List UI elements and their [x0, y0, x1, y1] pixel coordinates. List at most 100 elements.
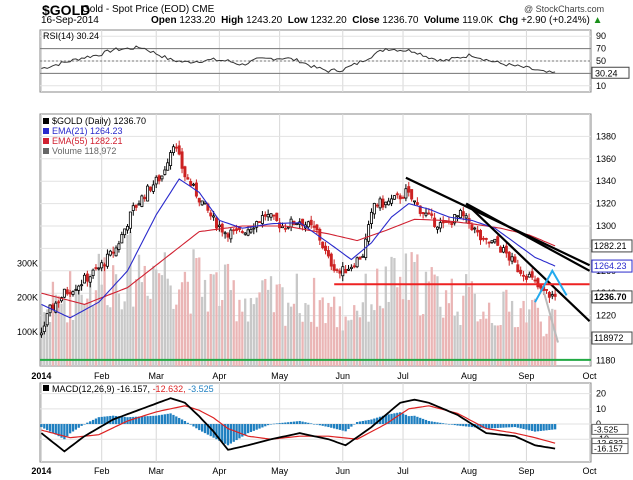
volume-bar — [499, 324, 502, 366]
price-legend-item: Volume 118,972 — [52, 146, 116, 156]
candle-body — [427, 212, 431, 215]
candle-body — [510, 256, 514, 262]
candle-body — [157, 175, 161, 182]
macd-histogram-bar — [183, 420, 187, 425]
volume-bar — [106, 305, 109, 366]
macd-histogram-bar — [499, 424, 502, 428]
volume-bar — [344, 316, 347, 366]
volume-bar — [54, 294, 57, 366]
candle-body — [186, 177, 190, 180]
volume-bar — [416, 254, 419, 366]
macd-histogram-bar — [436, 422, 439, 425]
candle-body — [209, 212, 213, 217]
candle-body — [226, 233, 230, 238]
volume-bar — [413, 261, 416, 366]
macd-histogram-bar — [198, 424, 201, 431]
candle-body — [120, 234, 124, 244]
price-month-label: May — [271, 371, 289, 381]
volume-bar — [155, 269, 158, 366]
macd-histogram-bar — [83, 424, 86, 425]
volume-bar — [536, 307, 540, 366]
rsi-tick-label: 90 — [596, 31, 606, 41]
volume-bar — [312, 277, 316, 366]
candle-body — [306, 221, 310, 228]
volume-bar — [465, 274, 468, 366]
macd-histogram-bar — [218, 424, 221, 441]
volume-bar — [223, 264, 227, 366]
macd-histogram-bar — [358, 421, 362, 425]
macd-value-label: -3.525 — [594, 424, 618, 434]
macd-histogram-bar — [493, 424, 497, 429]
macd-month-label: May — [271, 466, 289, 476]
price-month-label: Jul — [397, 371, 409, 381]
candle-body — [424, 212, 428, 216]
candle-body — [240, 231, 244, 233]
candle-body — [301, 218, 305, 227]
volume-bar — [157, 273, 161, 366]
candle-body — [117, 243, 121, 250]
volume-bar — [419, 315, 422, 366]
volume-bar — [103, 257, 106, 366]
volume-bar — [502, 291, 505, 366]
candle-body — [470, 224, 474, 230]
candle-body — [395, 193, 399, 196]
macd-histogram-bar — [46, 424, 49, 431]
volume-bar — [539, 321, 542, 366]
volume-bar — [462, 295, 465, 366]
candle-body — [286, 226, 290, 229]
macd-histogram-bar — [465, 424, 468, 427]
candle-body — [504, 245, 508, 254]
volume-bar — [318, 300, 321, 366]
macd-histogram-bar — [384, 414, 387, 425]
macd-histogram-bar — [528, 424, 531, 431]
candle-body — [372, 202, 376, 215]
volume-bar — [433, 274, 436, 366]
macd-legend-swatch — [43, 385, 49, 391]
volume-bar — [315, 326, 319, 366]
candle-body — [85, 273, 89, 282]
ticker-symbol: $GOLD — [42, 2, 91, 18]
candle-body — [174, 146, 178, 149]
candle-body — [229, 229, 233, 240]
macd-histogram-bar — [86, 422, 89, 425]
macd-histogram-bar — [536, 424, 540, 432]
macd-histogram-bar — [456, 424, 459, 426]
macd-histogram-bar — [63, 424, 66, 440]
macd-histogram-bar — [416, 416, 419, 425]
volume-bar — [513, 327, 517, 366]
volume-bar — [186, 281, 189, 366]
candle-body — [519, 269, 523, 274]
volume-bar — [180, 282, 184, 366]
macd-histogram-bar — [341, 424, 344, 431]
volume-bar — [86, 298, 89, 366]
candle-body — [461, 211, 465, 217]
macd-histogram-bar — [163, 414, 166, 425]
candle-body — [326, 250, 330, 257]
candle-body — [143, 196, 147, 200]
volume-bar — [510, 300, 514, 366]
candle-body — [80, 284, 84, 287]
candle-body — [401, 197, 405, 199]
volume-bar — [267, 289, 270, 366]
macd-histogram-bar — [353, 424, 356, 425]
volume-bar — [347, 320, 350, 366]
volume-bar — [410, 252, 413, 366]
candle-body — [192, 183, 196, 186]
volume-bar — [401, 299, 405, 366]
candle-body — [410, 189, 414, 200]
candle-body — [335, 269, 339, 272]
volume-bar — [450, 278, 453, 366]
volume-bar — [361, 302, 364, 366]
volume-bar — [485, 318, 488, 366]
candle-body — [62, 288, 66, 298]
macd-histogram-bar — [551, 424, 554, 430]
volume-bar — [146, 295, 149, 366]
volume-bar — [203, 279, 207, 366]
candle-body — [77, 285, 81, 291]
macd-histogram-bar — [513, 424, 517, 428]
volume-bar — [120, 309, 123, 366]
macd-histogram-bar — [172, 414, 175, 425]
volume-bar — [232, 280, 235, 366]
volume-bar — [378, 305, 382, 366]
